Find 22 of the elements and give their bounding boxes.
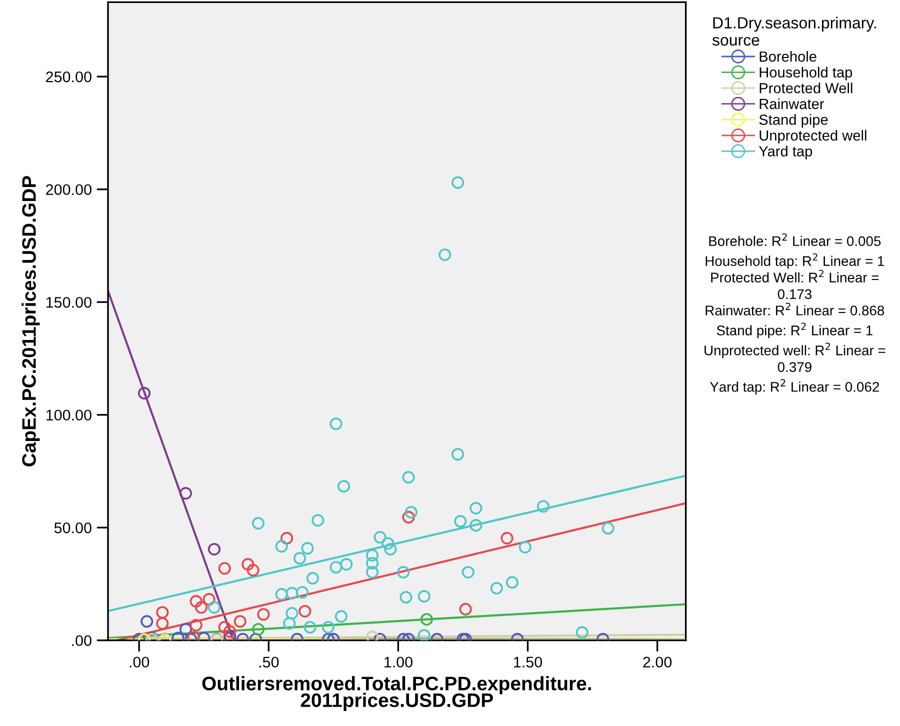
legend-title: D1.Dry.season.primary. source xyxy=(712,16,876,46)
y-tick-label: 200.00 xyxy=(46,184,92,196)
y-axis-title: CapEx.PC.2011prices.USD.GDP xyxy=(22,176,40,466)
y-tick-label: 150.00 xyxy=(46,296,92,308)
y-tick-label: 250.00 xyxy=(46,71,92,82)
x-tick-label: .50 xyxy=(259,656,279,668)
text: Borehole: R$^{2}$ Linear = 0.005 Household tap: R$^{2}$ Linear = 1 Protected Well: R$^{2}$ Linear = 0.173 Rainwater: R$^{2}$ Linear = 0.868 Stand pipe: R$^{2}$ Linear = 1 Unprotected well: R$^{2}$ Linear = 0.379 Yard tap: R$^{2}$ Linear = 0.062 xyxy=(704,233,886,395)
x-tick-label: .00 xyxy=(130,656,150,668)
legend-label: Stand pipe xyxy=(759,114,828,128)
legend-label: Yard tap xyxy=(758,146,812,160)
legend-label: Protected Well xyxy=(760,82,852,94)
legend-label: Borehole xyxy=(760,51,816,62)
y-tick-label: 100.00 xyxy=(46,410,92,421)
x-tick-label: 1.50 xyxy=(514,656,542,668)
y-tick-label: 50.00 xyxy=(54,522,92,534)
y-tick-label: .00 xyxy=(72,635,92,646)
legend-label: Household tap xyxy=(760,66,852,80)
x-tick-label: 1.00 xyxy=(384,656,412,668)
legend-label: Rainwater xyxy=(760,98,824,110)
x-tick-label: 2.00 xyxy=(643,656,672,668)
legend-label: Unprotected well xyxy=(760,130,866,144)
x-axis-title: Outliersremoved.Total.PC.PD.expenditure. 2011prices.USD.GDP xyxy=(202,676,591,711)
